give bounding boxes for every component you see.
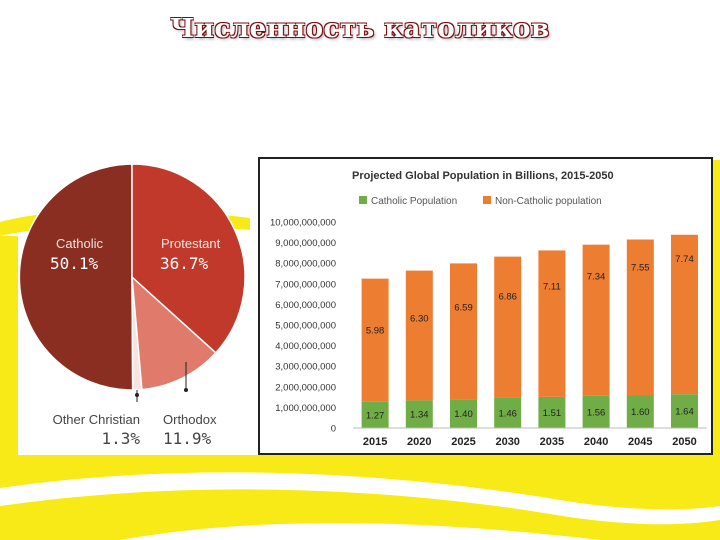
pie-value-other-christian: 1.3%: [101, 429, 140, 448]
x-tick-label: 2020: [407, 436, 431, 448]
x-tick-label: 2015: [363, 436, 387, 448]
data-label-catholic-population: 1.56: [587, 407, 606, 418]
bar-non-catholic-population-2050: [671, 234, 698, 395]
data-label-catholic-population: 1.34: [410, 410, 429, 421]
bar-catholic-population-2035: [538, 396, 566, 428]
x-tick-label: 2035: [540, 436, 564, 448]
data-label-non-catholic-population: 7.11: [543, 281, 561, 292]
bar-catholic-population-2040: [582, 395, 610, 428]
x-tick-label: 2025: [451, 436, 475, 448]
yellow-wave-left: [0, 236, 18, 455]
bar-catholic-population-2045: [626, 395, 654, 428]
legend-label-catholic: Catholic Population: [371, 196, 457, 207]
yellow-wave-right: [713, 160, 720, 455]
other-christian-leader-dot: [135, 393, 139, 397]
bar-catholic-population-2025: [450, 399, 477, 428]
bar-non-catholic-population-2025: [450, 263, 477, 400]
bar-non-catholic-population-2020: [405, 270, 433, 401]
white-wave-stripe-2: [120, 523, 600, 540]
y-tick-label: 4,000,000,000: [275, 341, 336, 352]
pie-value-catholic: 50.1%: [50, 254, 99, 273]
data-label-non-catholic-population: 6.30: [410, 314, 429, 325]
population-bar-chart: Projected Global Population in Billions,…: [270, 170, 707, 448]
y-tick-label: 3,000,000,000: [275, 362, 336, 373]
pie-label-catholic: Catholic: [56, 236, 103, 251]
legend-swatch-catholic: [359, 196, 367, 204]
y-tick-label: 9,000,000,000: [275, 238, 336, 249]
y-tick-label: 0: [331, 424, 336, 435]
bar-non-catholic-population-2035: [538, 250, 566, 397]
pie-slice-catholic: [18, 163, 134, 391]
population-bar-chart-panel: Projected Global Population in Billions,…: [258, 157, 713, 455]
bar-non-catholic-population-2030: [494, 256, 522, 398]
data-label-non-catholic-population: 6.59: [454, 302, 473, 313]
legend-swatch-non-catholic: [483, 196, 491, 204]
bar-chart-title: Projected Global Population in Billions,…: [352, 170, 614, 182]
religion-pie-chart: Catholic 50.1% Protestant 36.7% Other Ch…: [18, 163, 246, 448]
bar-catholic-population-2020: [405, 400, 433, 428]
y-axis: 0 1,000,000,000 2,000,000,000 3,000,000,000…: [270, 218, 336, 435]
pie-slice-orthodox: [131, 275, 217, 391]
y-tick-label: 5,000,000,000: [275, 321, 336, 332]
slide-title: Численность католиков: [170, 14, 550, 44]
data-label-non-catholic-population: 7.74: [675, 254, 694, 265]
pie-value-protestant: 36.7%: [160, 254, 209, 273]
data-label-catholic-population: 1.60: [631, 407, 650, 418]
pie-label-orthodox: Orthodox: [163, 412, 217, 427]
legend-label-non-catholic: Non-Catholic population: [495, 196, 602, 207]
bar-catholic-population-2015: [361, 401, 389, 428]
orthodox-leader-dot: [184, 388, 188, 392]
x-tick-label: 2045: [628, 436, 652, 448]
pie-label-protestant: Protestant: [161, 236, 221, 251]
data-label-non-catholic-population: 7.34: [587, 272, 606, 283]
y-tick-label: 8,000,000,000: [275, 259, 336, 270]
pie-value-orthodox: 11.9%: [163, 429, 212, 448]
bars: 1.27 5.98 1.34 6.30 1.40 6.59 1.46 6.86 1.51 7.11…: [361, 234, 698, 428]
bar-non-catholic-population-2015: [361, 278, 389, 402]
bar-non-catholic-population-2045: [626, 239, 654, 396]
data-label-catholic-population: 1.27: [366, 410, 385, 421]
data-label-catholic-population: 1.40: [454, 409, 473, 420]
y-tick-label: 6,000,000,000: [275, 300, 336, 311]
data-label-catholic-population: 1.64: [675, 407, 694, 418]
data-label-non-catholic-population: 5.98: [366, 326, 385, 337]
white-wave-stripe: [0, 472, 720, 525]
x-tick-label: 2050: [672, 436, 696, 448]
bar-catholic-population-2050: [671, 394, 698, 428]
x-tick-label: 2030: [495, 436, 519, 448]
y-tick-label: 1,000,000,000: [275, 403, 336, 414]
x-tick-label: 2040: [584, 436, 608, 448]
data-label-catholic-population: 1.46: [498, 408, 516, 419]
data-label-non-catholic-population: 6.86: [498, 292, 516, 303]
y-tick-label: 7,000,000,000: [275, 279, 336, 290]
x-axis: 2015 2020 2025 2030 2035 2040 2045 2050: [353, 427, 707, 448]
bar-catholic-population-2030: [494, 397, 522, 428]
data-label-non-catholic-population: 7.55: [631, 263, 650, 274]
data-label-catholic-population: 1.51: [543, 408, 562, 419]
pie-slice-protestant: [131, 163, 246, 354]
pie-label-other-christian: Other Christian: [53, 412, 140, 427]
y-tick-label: 2,000,000,000: [275, 382, 336, 393]
bar-non-catholic-population-2040: [582, 244, 610, 396]
y-tick-label: 10,000,000,000: [270, 218, 336, 229]
pie-slices: [18, 163, 246, 391]
